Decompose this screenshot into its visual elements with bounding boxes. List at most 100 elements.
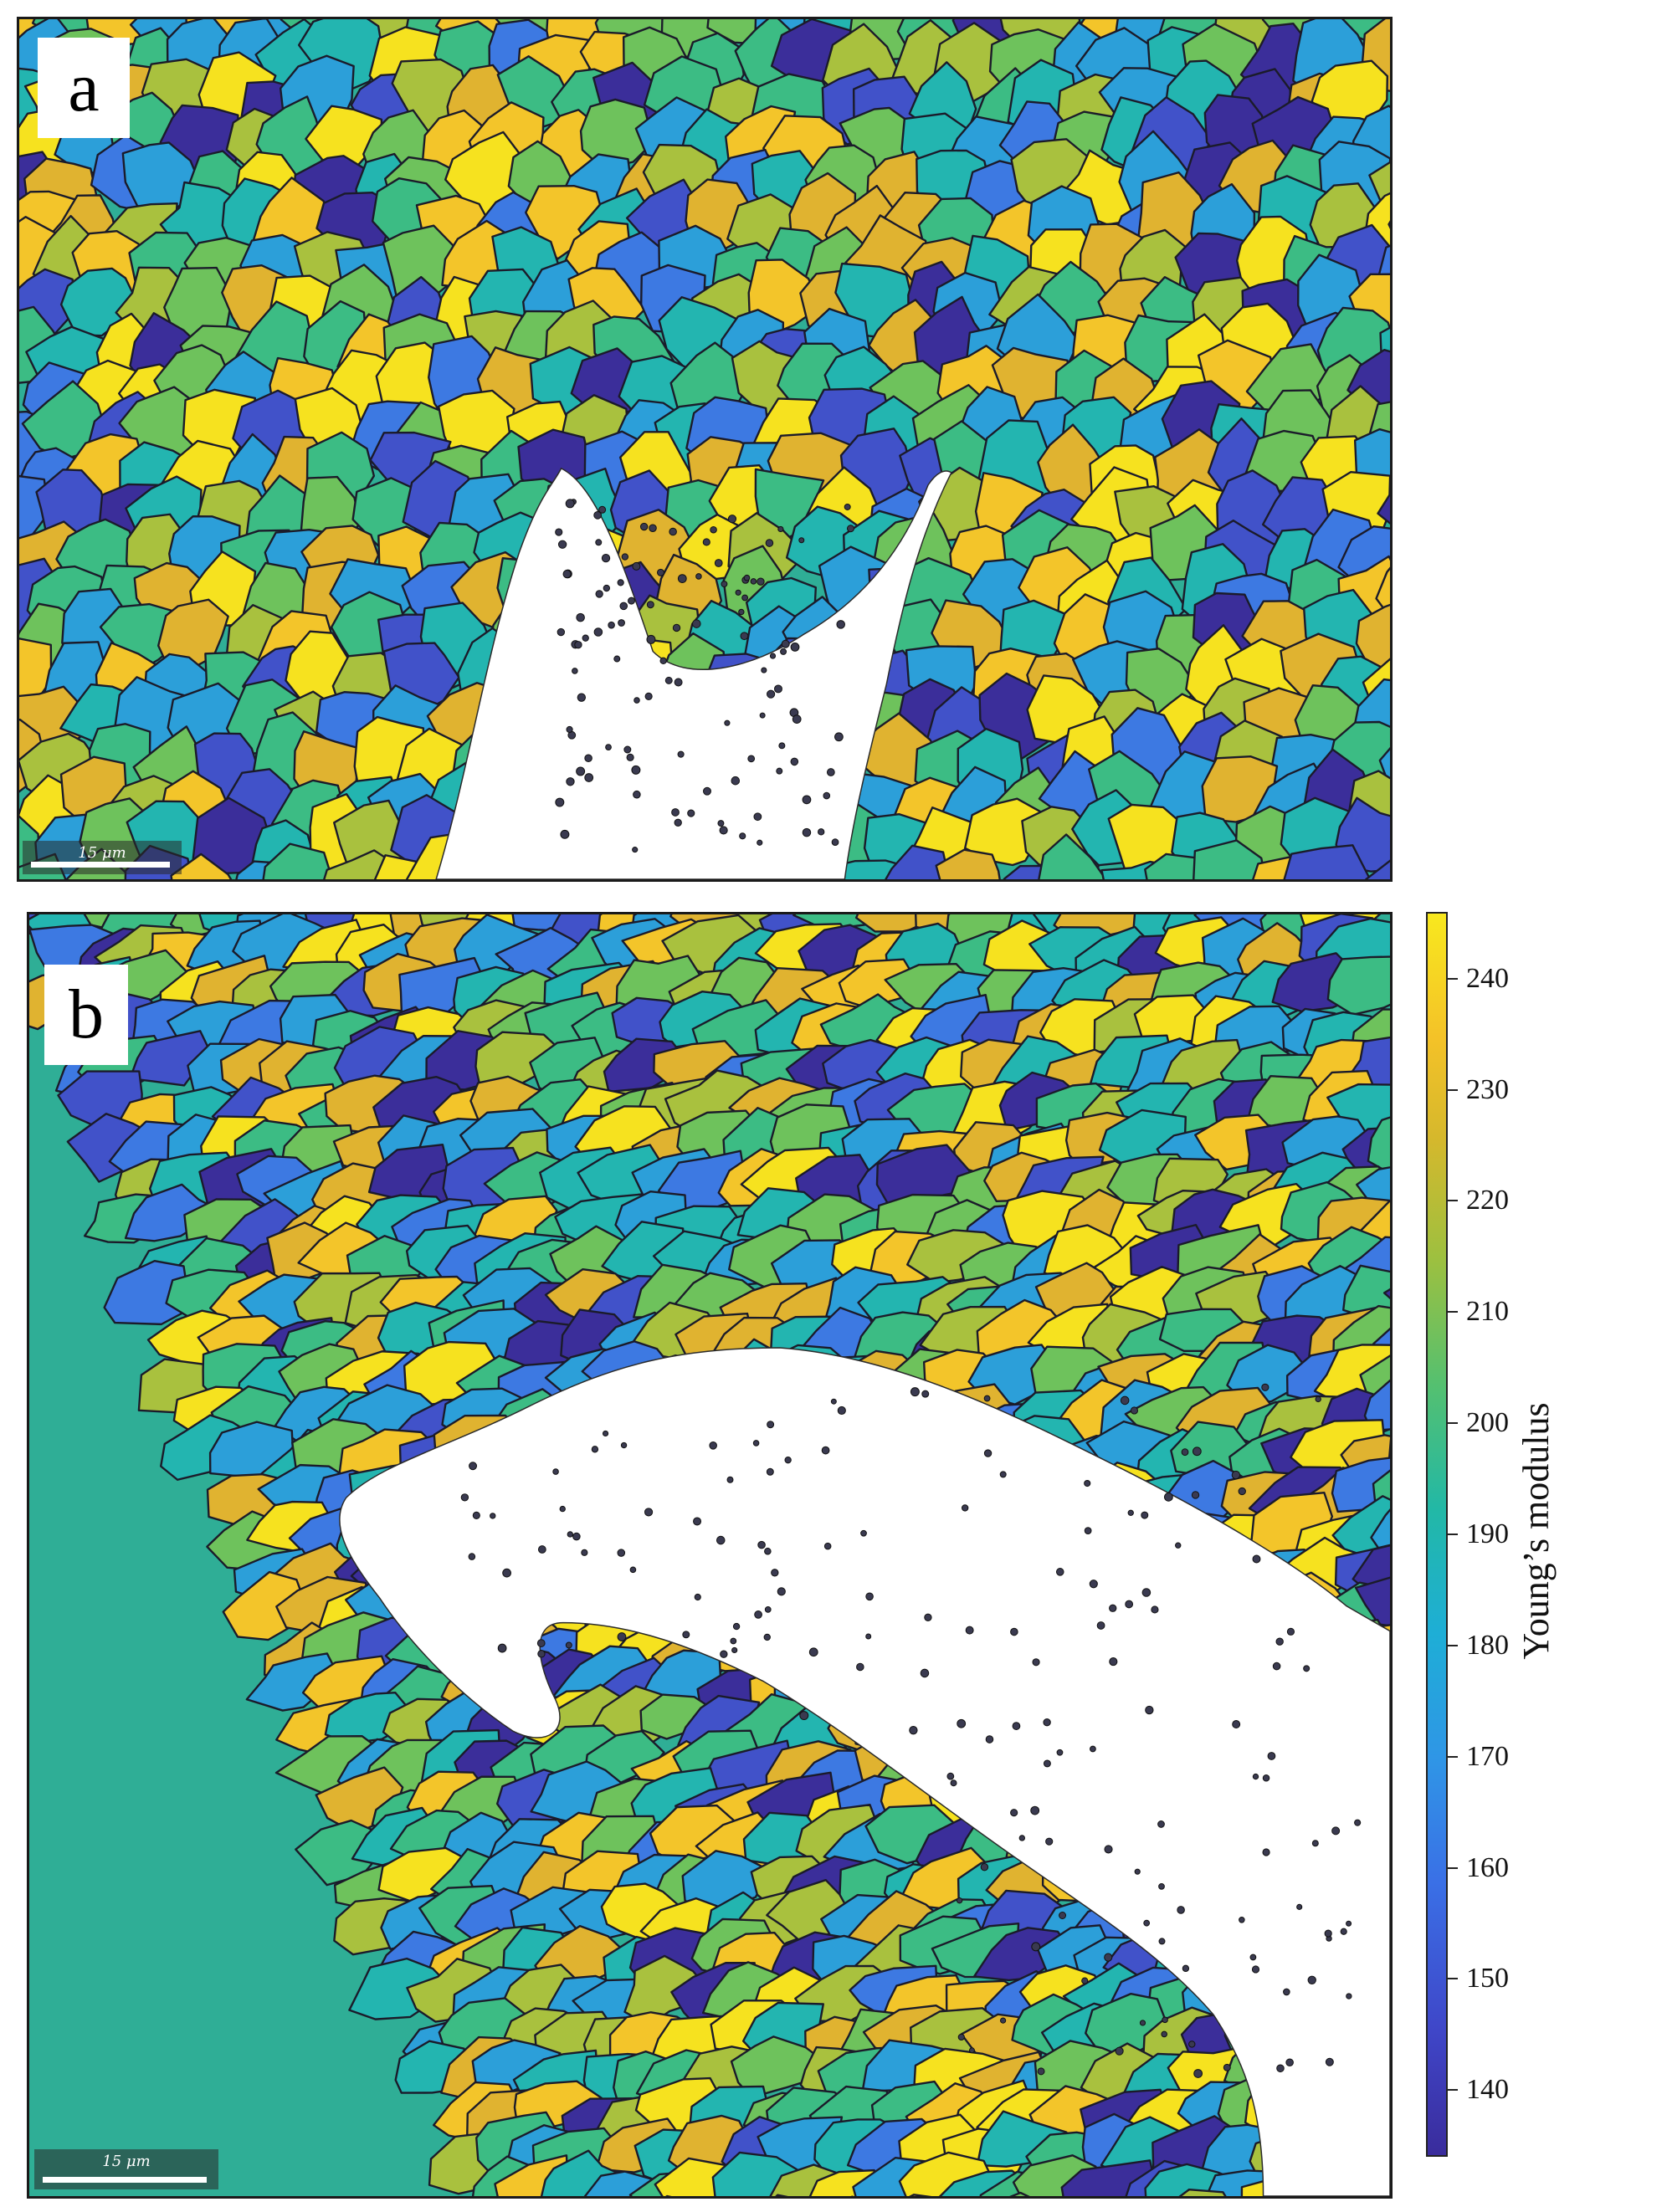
particle-dot [767, 689, 776, 699]
particle-dot [765, 539, 774, 547]
particle-dot [1134, 1868, 1141, 1875]
particle-dot [1158, 1938, 1166, 1945]
particle-dot [618, 619, 625, 627]
particle-dot [1303, 1665, 1311, 1672]
particle-dot [1045, 1837, 1054, 1846]
particle-dot [644, 1508, 654, 1517]
particle-dot [721, 581, 728, 588]
grain [1193, 839, 1267, 879]
particle-dot [460, 1493, 469, 1502]
particle-dot [831, 838, 839, 847]
particle-dot [472, 1511, 480, 1519]
particle-dot [784, 1456, 792, 1464]
particle-dot [605, 744, 612, 750]
particle-dot [1120, 1395, 1130, 1406]
grain [1363, 1379, 1390, 1432]
crack-void [339, 1347, 1390, 2196]
particle-dot [593, 510, 603, 520]
particle-dot [1262, 1774, 1270, 1782]
grain [1365, 859, 1390, 879]
particle-dot [710, 525, 717, 534]
grain [1382, 1288, 1390, 1300]
particle-dot [1188, 2040, 1196, 2048]
particle-dot [617, 1549, 626, 1557]
particle-dot [694, 1593, 701, 1601]
particle-dot [1261, 1383, 1269, 1391]
grain-map-b [29, 914, 1390, 2196]
particle-dot [776, 767, 783, 775]
particle-dot [921, 1390, 930, 1398]
particle-dot [555, 797, 565, 807]
particle-dot [1056, 1749, 1064, 1756]
particle-dot [1231, 1470, 1241, 1480]
particle-dot [769, 653, 777, 659]
particle-dot [1276, 2064, 1285, 2073]
particle-dot [823, 1542, 832, 1550]
colorbar-tick-label: 170 [1466, 1740, 1509, 1772]
particle-dot [598, 505, 607, 514]
particle-dot [836, 620, 845, 629]
particle-dot [980, 1863, 989, 1871]
particle-dot [537, 1545, 546, 1554]
particle-dot [865, 1633, 872, 1640]
colorbar-tick-label: 200 [1466, 1407, 1509, 1439]
particle-dot [757, 1540, 766, 1549]
particle-dot [1125, 1600, 1134, 1609]
grain [1326, 1083, 1390, 1140]
scale-bar-line-b [43, 2177, 207, 2183]
particle-dot [780, 648, 787, 655]
particle-dot [709, 1441, 717, 1450]
particle-dot [731, 1646, 738, 1654]
particle-dot [856, 1662, 864, 1672]
colorbar-tick-label: 150 [1466, 1963, 1509, 1994]
particle-dot [752, 1440, 760, 1447]
particle-dot [591, 1446, 599, 1453]
particle-dot [983, 1395, 991, 1402]
particle-dot [1090, 1745, 1096, 1753]
particle-dot [719, 826, 728, 835]
particle-dot [577, 693, 587, 702]
particle-dot [757, 839, 763, 846]
particle-dot [1283, 1988, 1290, 1996]
particle-dot [562, 570, 572, 579]
particle-dot [646, 601, 654, 609]
particle-dot [621, 553, 629, 561]
grain [1367, 1116, 1390, 1175]
particle-dot [601, 553, 611, 563]
grain [838, 958, 918, 1009]
particle-dot [777, 525, 784, 533]
particle-dot [1191, 1491, 1200, 1499]
particle-dot [1192, 1447, 1202, 1457]
grain [1355, 603, 1390, 671]
particle-dot [631, 765, 641, 775]
particle-dot [644, 692, 653, 700]
grain [474, 1031, 560, 1091]
particle-dot [595, 590, 603, 598]
particle-dot [702, 538, 710, 546]
particle-dot [1032, 1658, 1040, 1667]
grain [103, 1259, 191, 1326]
particle-dot [946, 1772, 955, 1780]
particle-dot [602, 1430, 609, 1437]
particle-dot [798, 537, 805, 544]
particle-dot [750, 578, 757, 585]
particle-dot [1175, 1542, 1182, 1549]
colorbar-tick-label: 190 [1466, 1518, 1509, 1549]
particle-dot [965, 1626, 974, 1635]
particle-dot [731, 776, 741, 786]
grain [972, 1927, 1069, 1982]
particle-dot [693, 1517, 702, 1526]
particle-dot [1163, 1492, 1173, 1502]
particle-dot [1010, 1809, 1018, 1817]
particle-dot [469, 1462, 478, 1471]
particle-dot [576, 612, 585, 622]
particle-dot [759, 712, 766, 719]
particle-dot [613, 655, 621, 663]
particle-dot [909, 1726, 918, 1735]
particle-dot [502, 1568, 511, 1578]
particle-dot [730, 1637, 737, 1645]
colorbar-tick-mark [1448, 1644, 1458, 1646]
colorbar-tick-mark [1448, 1088, 1458, 1091]
particle-dot [764, 1605, 772, 1613]
particle-dot [1104, 1845, 1113, 1854]
